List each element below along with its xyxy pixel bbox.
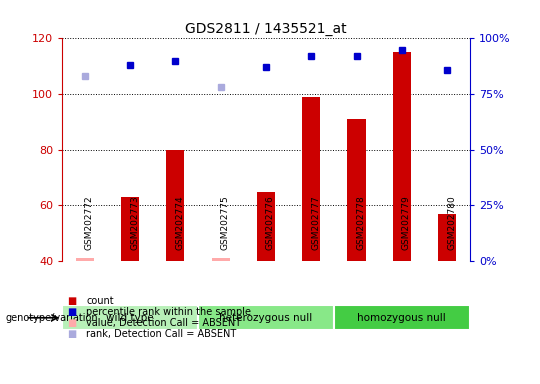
Text: GSM202777: GSM202777 — [311, 195, 320, 250]
Bar — [76, 258, 94, 261]
Title: GDS2811 / 1435521_at: GDS2811 / 1435521_at — [185, 22, 347, 36]
Text: GSM202772: GSM202772 — [85, 196, 94, 250]
Text: ■: ■ — [68, 296, 77, 306]
Text: ■: ■ — [68, 329, 77, 339]
Text: count: count — [86, 296, 114, 306]
Text: value, Detection Call = ABSENT: value, Detection Call = ABSENT — [86, 318, 241, 328]
Text: GSM202774: GSM202774 — [176, 196, 184, 250]
Text: GSM202776: GSM202776 — [266, 195, 275, 250]
Text: ■: ■ — [68, 318, 77, 328]
Text: rank, Detection Call = ABSENT: rank, Detection Call = ABSENT — [86, 329, 237, 339]
Text: GSM202780: GSM202780 — [447, 195, 456, 250]
Text: GSM202775: GSM202775 — [221, 195, 230, 250]
Bar — [257, 192, 275, 261]
Bar — [198, 305, 334, 330]
Bar — [348, 119, 366, 261]
Bar — [334, 305, 470, 330]
Text: GSM202773: GSM202773 — [130, 195, 139, 250]
Bar — [393, 52, 411, 261]
Bar — [302, 97, 320, 261]
Text: homozygous null: homozygous null — [357, 313, 446, 323]
Text: GSM202778: GSM202778 — [356, 195, 366, 250]
Text: GSM202779: GSM202779 — [402, 195, 411, 250]
Text: percentile rank within the sample: percentile rank within the sample — [86, 307, 252, 317]
Text: heterozygous null: heterozygous null — [219, 313, 313, 323]
Bar — [438, 214, 456, 261]
Text: ■: ■ — [68, 307, 77, 317]
Bar — [212, 258, 230, 261]
Bar — [62, 305, 198, 330]
Text: wild type: wild type — [106, 313, 154, 323]
Bar — [121, 197, 139, 261]
Bar — [166, 150, 185, 261]
Text: genotype/variation: genotype/variation — [5, 313, 98, 323]
